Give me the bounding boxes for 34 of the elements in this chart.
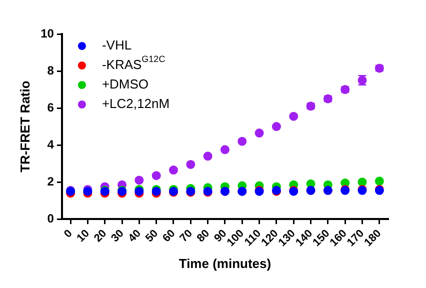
x-tick-label: 100 — [224, 228, 246, 249]
y-tick-label: 8 — [47, 63, 54, 78]
x-tick-label: 60 — [160, 228, 178, 245]
x-tick-label: 30 — [109, 228, 126, 245]
point — [289, 112, 298, 121]
x-tick-label: 180 — [362, 228, 384, 249]
point — [152, 171, 161, 180]
point — [134, 176, 144, 185]
point — [254, 128, 264, 138]
legend-label: -VHL — [102, 38, 132, 53]
y-tick-label: 6 — [47, 100, 54, 114]
x-tick-label: 70 — [178, 228, 195, 245]
y-tick-label: 0 — [47, 211, 54, 226]
x-tick-label: 0 — [62, 228, 75, 240]
legend-label: +LC2,12nM — [102, 96, 170, 112]
point — [238, 136, 247, 146]
point — [220, 145, 230, 154]
point — [186, 160, 196, 169]
x-tick-label: 20 — [92, 228, 110, 245]
point — [272, 122, 281, 132]
y-tick-label: 10 — [40, 26, 54, 40]
point — [203, 152, 212, 161]
x-tick-label: 10 — [74, 228, 92, 245]
legend-label: +DMSO — [102, 76, 149, 92]
x-tick-label: 80 — [194, 228, 212, 245]
point — [374, 176, 384, 186]
y-tick-label: 2 — [47, 174, 54, 188]
y-tick-label: 4 — [47, 137, 54, 152]
point — [358, 178, 367, 187]
x-tick-label: 40 — [126, 228, 144, 245]
x-tick-label: 50 — [143, 228, 161, 245]
y-axis-title: TR-FRET Ratio — [17, 80, 32, 172]
point — [168, 166, 178, 175]
x-axis-title: Time (minutes) — [178, 256, 272, 271]
